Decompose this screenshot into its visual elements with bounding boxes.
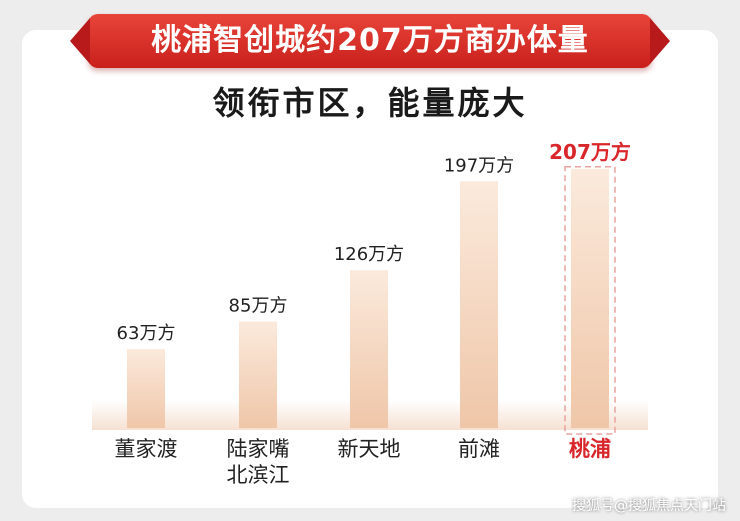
category-label: 北滨江 xyxy=(227,463,290,487)
bar xyxy=(350,270,388,428)
chart-title: 桃浦智创城约207万方商办体量 xyxy=(151,23,589,58)
bar xyxy=(571,168,609,428)
value-label: 207万方 xyxy=(549,140,631,164)
title-ribbon: 桃浦智创城约207万方商办体量 xyxy=(70,14,670,68)
bar xyxy=(127,349,165,428)
bar xyxy=(239,321,277,428)
highlight-outline xyxy=(564,166,616,435)
category-label: 桃浦 xyxy=(569,437,611,461)
chart-subtitle: 领衔市区，能量庞大 xyxy=(212,84,528,122)
category-label: 新天地 xyxy=(338,437,401,461)
bar xyxy=(460,181,498,428)
value-label: 126万方 xyxy=(334,244,404,265)
watermark: 搜狐号@搜狐焦点天门站 xyxy=(572,498,726,514)
value-label: 63万方 xyxy=(117,323,176,344)
category-label: 陆家嘴 xyxy=(227,437,290,461)
value-label: 197万方 xyxy=(444,155,514,176)
category-label: 董家渡 xyxy=(115,437,178,461)
value-label: 85万方 xyxy=(229,296,288,317)
category-label: 前滩 xyxy=(458,437,500,461)
